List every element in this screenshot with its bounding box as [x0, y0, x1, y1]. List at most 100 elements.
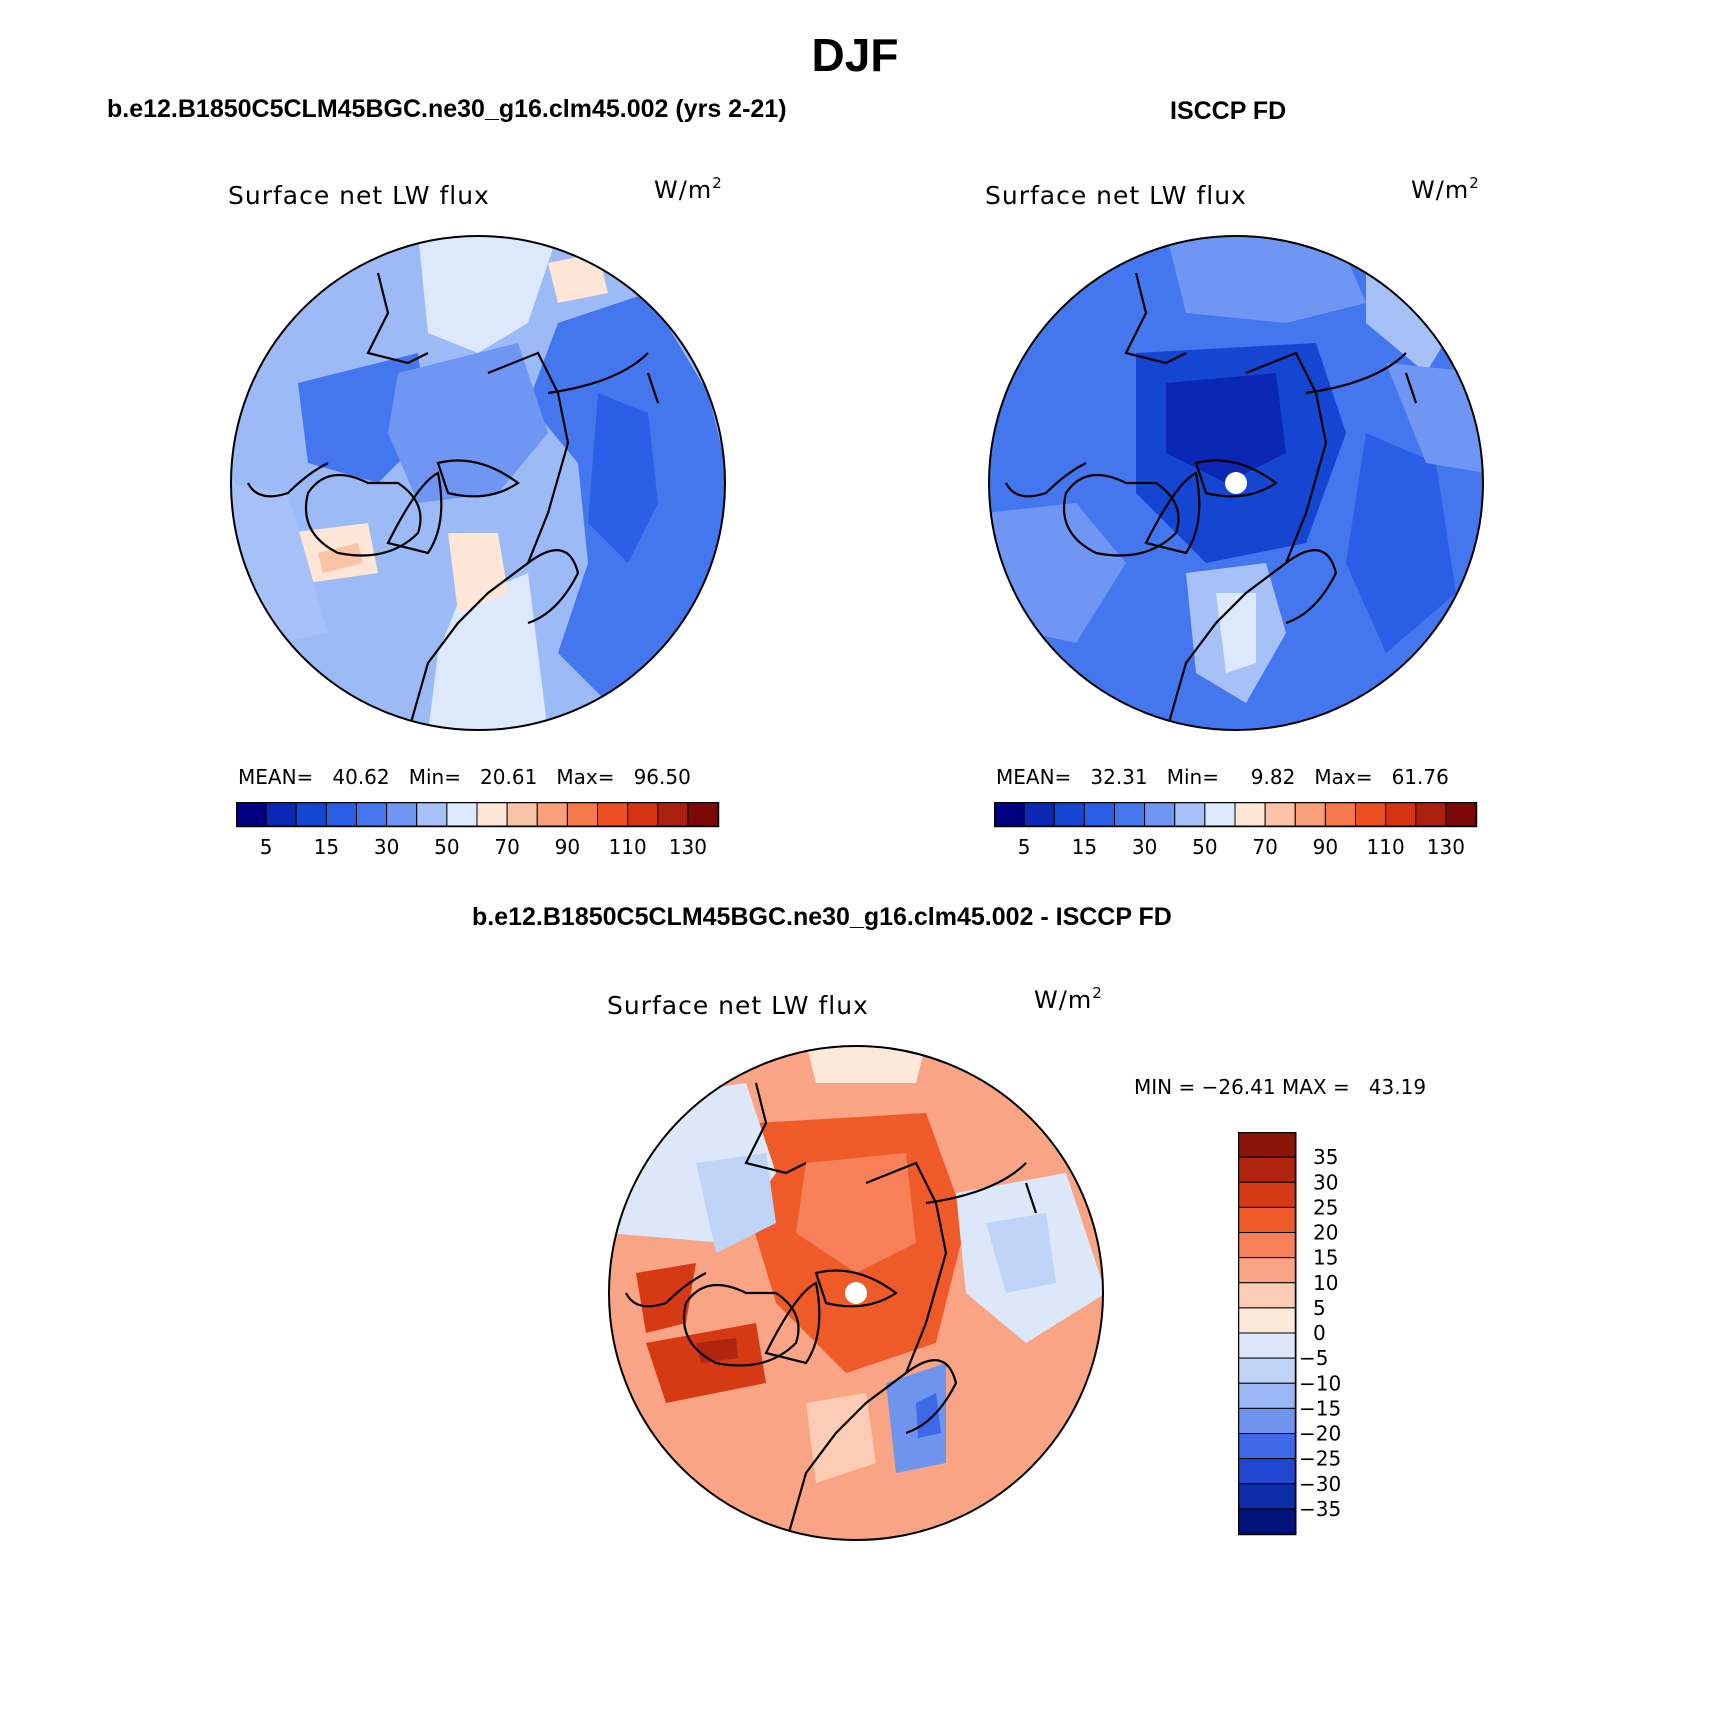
colorbar-tick-label: −15 — [1299, 1396, 1341, 1420]
colorbar-tick-label: 15 — [1072, 835, 1097, 859]
colorbar-tick-label: 30 — [374, 835, 399, 859]
colorbar-tick-label: −35 — [1299, 1497, 1341, 1521]
model-max-value: 96.50 — [633, 765, 691, 789]
obs-min-label: Min= — [1166, 765, 1219, 789]
colorbar-swatch — [1053, 802, 1085, 827]
colorbar-tick-label: −25 — [1299, 1447, 1341, 1471]
colorbar-swatch — [1264, 802, 1296, 827]
obs-mean-value: 32.31 — [1090, 765, 1148, 789]
colorbar-tick-label: 5 — [1018, 835, 1031, 859]
colorbar-swatch — [1238, 1458, 1297, 1485]
colorbar-tick-label: 30 — [1132, 835, 1157, 859]
colorbar-swatch — [687, 802, 719, 827]
model-map-border — [230, 235, 726, 731]
model-field-contours — [231, 236, 725, 730]
colorbar-swatch — [597, 802, 629, 827]
colorbar-swatch — [1083, 802, 1115, 827]
obs-units-label: W/m2 — [1411, 174, 1480, 204]
model-mean-label: MEAN= — [238, 765, 314, 789]
colorbar-swatch — [1238, 1483, 1297, 1510]
colorbar-tick-label: 30 — [1313, 1170, 1338, 1194]
colorbar-swatch — [1355, 802, 1387, 827]
colorbar-tick-label: 50 — [434, 835, 459, 859]
colorbar-tick-label: −10 — [1299, 1371, 1341, 1395]
obs-map-border — [988, 235, 1484, 731]
colorbar-swatch — [236, 802, 267, 827]
difference-title: b.e12.B1850C5CLM45BGC.ne30_g16.clm45.002… — [472, 903, 1172, 931]
colorbar-tick-label: −30 — [1299, 1472, 1341, 1496]
colorbar-swatch — [566, 802, 598, 827]
obs-mean-label: MEAN= — [996, 765, 1072, 789]
colorbar-swatch — [1238, 1307, 1297, 1334]
colorbar-tick-label: 130 — [1427, 835, 1465, 859]
colorbar-swatch — [1234, 802, 1266, 827]
diff-units-label: W/m2 — [1034, 984, 1103, 1014]
colorbar-tick-label: 10 — [1313, 1271, 1338, 1295]
model-stats: MEAN= 40.62 Min= 20.61 Max= 96.50 — [238, 765, 691, 789]
obs-title: ISCCP FD — [1170, 97, 1287, 125]
colorbar-tick-label: 90 — [1313, 835, 1338, 859]
model-min-label: Min= — [408, 765, 461, 789]
colorbar-tick-label: 20 — [1313, 1221, 1338, 1245]
obs-polar-map — [988, 235, 1484, 731]
colorbar-swatch — [446, 802, 478, 827]
colorbar-tick-label: 5 — [260, 835, 273, 859]
diff-coastlines — [625, 1082, 1038, 1540]
model-colorbar: 5 15 30 50 70 90 110 130 — [236, 802, 720, 859]
colorbar-swatch — [1238, 1206, 1297, 1233]
obs-max-label: Max= — [1314, 765, 1373, 789]
obs-variable-label: Surface net LW flux — [985, 181, 1247, 210]
colorbar-swatch — [1238, 1232, 1297, 1259]
colorbar-tick-label: 110 — [609, 835, 647, 859]
colorbar-swatch — [1238, 1407, 1297, 1434]
obs-colorbar: 5 15 30 50 70 90 110 130 — [994, 802, 1478, 859]
colorbar-tick-label: 70 — [1252, 835, 1277, 859]
colorbar-tick-label: 90 — [555, 835, 580, 859]
diff-map-border — [608, 1045, 1104, 1541]
model-polar-map — [230, 235, 726, 731]
colorbar-swatch — [386, 802, 418, 827]
diff-variable-label: Surface net LW flux — [607, 991, 869, 1020]
colorbar-swatch — [1415, 802, 1447, 827]
colorbar-swatch — [1238, 1132, 1297, 1158]
colorbar-swatch — [265, 802, 297, 827]
colorbar-tick-label: −20 — [1299, 1422, 1341, 1446]
obs-stats: MEAN= 32.31 Min= 9.82 Max= 61.76 — [996, 765, 1449, 789]
colorbar-swatch — [1238, 1156, 1297, 1183]
colorbar-swatch — [627, 802, 659, 827]
colorbar-tick-label: 110 — [1367, 835, 1405, 859]
colorbar-swatch — [325, 802, 357, 827]
colorbar-tick-label: 50 — [1192, 835, 1217, 859]
colorbar-tick-label: 35 — [1313, 1145, 1338, 1169]
colorbar-swatch — [1238, 1433, 1297, 1460]
model-units-label: W/m2 — [654, 174, 723, 204]
colorbar-swatch — [1238, 1332, 1297, 1359]
obs-max-value: 61.76 — [1391, 765, 1449, 789]
obs-coastlines — [1005, 272, 1418, 730]
colorbar-swatch — [476, 802, 508, 827]
model-case-title: b.e12.B1850C5CLM45BGC.ne30_g16.clm45.002… — [107, 95, 787, 123]
colorbar-swatch — [1238, 1257, 1297, 1284]
model-max-label: Max= — [556, 765, 615, 789]
colorbar-swatch — [657, 802, 689, 827]
colorbar-swatch — [1324, 802, 1356, 827]
colorbar-swatch — [1204, 802, 1236, 827]
colorbar-swatch — [1023, 802, 1055, 827]
colorbar-tick-label: −5 — [1299, 1346, 1328, 1370]
colorbar-swatch — [1238, 1282, 1297, 1309]
model-min-value: 20.61 — [480, 765, 538, 789]
colorbar-swatch — [1238, 1357, 1297, 1384]
colorbar-tick-label: 130 — [669, 835, 707, 859]
colorbar-swatch — [1238, 1181, 1297, 1208]
colorbar-tick-label: 15 — [314, 835, 339, 859]
diff-min-max: MIN = −26.41 MAX = 43.19 — [1134, 1075, 1427, 1099]
colorbar-tick-label: 15 — [1313, 1246, 1338, 1270]
diff-missing-pole-marker — [845, 1282, 867, 1304]
colorbar-swatch — [1114, 802, 1146, 827]
obs-min-value: 9.82 — [1250, 765, 1296, 789]
colorbar-swatch — [356, 802, 388, 827]
colorbar-swatch — [536, 802, 568, 827]
colorbar-swatch — [1238, 1382, 1297, 1409]
colorbar-tick-label: 70 — [494, 835, 519, 859]
model-mean-value: 40.62 — [332, 765, 390, 789]
